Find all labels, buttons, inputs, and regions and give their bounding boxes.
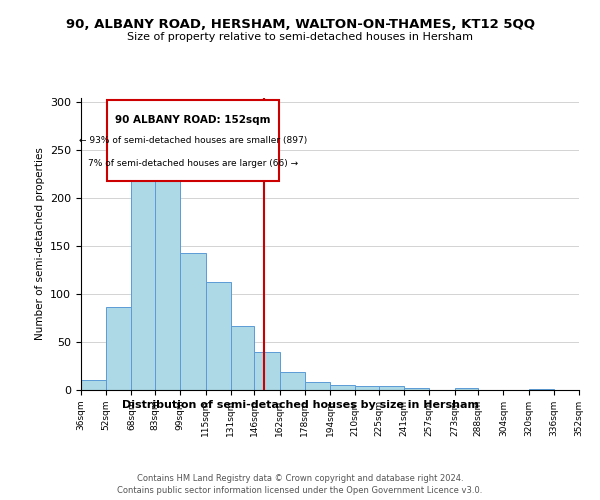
- Text: ← 93% of semi-detached houses are smaller (897): ← 93% of semi-detached houses are smalle…: [79, 136, 307, 145]
- Bar: [529, 389, 554, 390]
- Text: Distribution of semi-detached houses by size in Hersham: Distribution of semi-detached houses by …: [121, 400, 479, 410]
- Bar: [106, 306, 131, 390]
- Bar: [455, 388, 478, 390]
- Text: 90 ALBANY ROAD: 152sqm: 90 ALBANY ROAD: 152sqm: [115, 114, 271, 124]
- Text: Contains public sector information licensed under the Open Government Licence v3: Contains public sector information licen…: [118, 486, 482, 495]
- Bar: [131, 157, 155, 390]
- Bar: [404, 388, 429, 390]
- Bar: [379, 386, 404, 390]
- Text: 7% of semi-detached houses are larger (66) →: 7% of semi-detached houses are larger (6…: [88, 158, 298, 168]
- Bar: [305, 382, 330, 390]
- Bar: [330, 385, 355, 390]
- Bar: [254, 352, 280, 390]
- Text: Size of property relative to semi-detached houses in Hersham: Size of property relative to semi-detach…: [127, 32, 473, 42]
- Bar: [355, 386, 379, 390]
- Bar: [205, 282, 231, 390]
- Bar: [155, 170, 180, 390]
- Text: Contains HM Land Registry data © Crown copyright and database right 2024.: Contains HM Land Registry data © Crown c…: [137, 474, 463, 483]
- Bar: [231, 326, 254, 390]
- Y-axis label: Number of semi-detached properties: Number of semi-detached properties: [35, 148, 44, 340]
- Text: 90, ALBANY ROAD, HERSHAM, WALTON-ON-THAMES, KT12 5QQ: 90, ALBANY ROAD, HERSHAM, WALTON-ON-THAM…: [65, 18, 535, 30]
- Bar: [81, 380, 106, 390]
- Bar: [280, 372, 305, 390]
- Bar: [180, 253, 205, 390]
- FancyBboxPatch shape: [107, 100, 279, 181]
